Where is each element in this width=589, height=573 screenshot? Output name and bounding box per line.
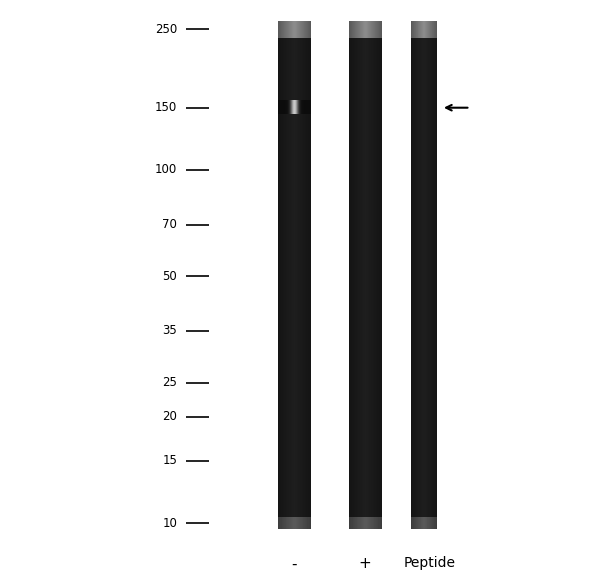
Text: 100: 100 xyxy=(155,163,177,176)
Text: 15: 15 xyxy=(163,454,177,468)
Text: 20: 20 xyxy=(163,410,177,423)
Text: +: + xyxy=(359,556,371,571)
Text: 70: 70 xyxy=(163,218,177,231)
Text: 50: 50 xyxy=(163,270,177,282)
Text: -: - xyxy=(292,556,297,571)
Text: 35: 35 xyxy=(163,324,177,337)
Text: 25: 25 xyxy=(163,376,177,389)
Text: Peptide: Peptide xyxy=(403,556,455,571)
Text: 250: 250 xyxy=(155,23,177,36)
Text: 150: 150 xyxy=(155,101,177,114)
Text: 10: 10 xyxy=(163,517,177,529)
